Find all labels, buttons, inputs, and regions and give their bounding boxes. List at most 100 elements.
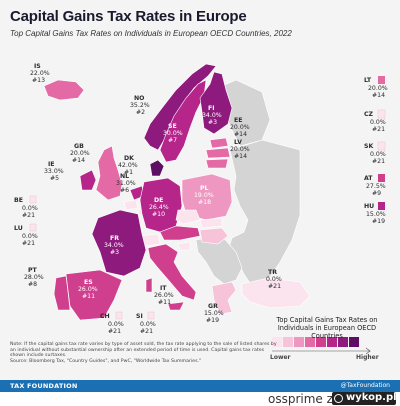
country-rate: 0.0% <box>266 276 282 283</box>
country-rate: 0.0% <box>22 233 38 240</box>
footer-bar: TAX FOUNDATION @TaxFoundation <box>0 380 400 392</box>
country-rank: #21 <box>372 126 385 133</box>
country-slovenia <box>177 241 191 251</box>
country-rank: #3 <box>208 119 217 126</box>
label-no: NO 35.2% #2 <box>130 95 150 116</box>
legend-swatch-4 <box>316 337 326 347</box>
country-code: DE <box>154 197 163 204</box>
country-code: TR <box>268 269 277 276</box>
country-code: FR <box>110 235 119 242</box>
legend-title: Top Capital Gains Tax Rates on Individua… <box>276 316 378 340</box>
swatch <box>377 109 386 119</box>
legend-swatch-0 <box>272 337 282 347</box>
country-rate: 0.0% <box>140 321 156 328</box>
country-italy <box>147 243 197 301</box>
callout-cz: CZ 0.0% #21 <box>364 109 386 133</box>
country-rate: 20.0% <box>368 85 388 92</box>
country-rate: 27.5% <box>366 183 386 190</box>
country-rate: 15.0% <box>366 211 386 218</box>
country-hungary <box>199 227 229 245</box>
label-fi: FI 34.0% #3 <box>202 105 222 126</box>
legend-swatch-5 <box>327 337 337 347</box>
country-code: PT <box>28 267 38 274</box>
country-code: LV <box>234 139 242 146</box>
swatch <box>147 311 155 320</box>
footer-org: TAX FOUNDATION <box>10 382 78 390</box>
legend-low-label: Lower <box>270 354 291 361</box>
country-rank: #21 <box>140 328 153 335</box>
country-code: SE <box>168 123 177 130</box>
country-rate: 34.0% <box>104 242 124 249</box>
country-rank: #21 <box>372 158 385 165</box>
label-de: DE 26.4% #10 <box>149 197 169 218</box>
europe-map: IS 22.0% #13 NO 35.2% #2 SE 30.0% #7 FI … <box>14 63 388 355</box>
country-code: SI <box>136 313 143 320</box>
label-tr: TR 0.0% #21 <box>266 269 282 290</box>
page-subtitle: Top Capital Gains Tax Rates on Individua… <box>10 29 292 38</box>
country-code: IT <box>160 285 167 292</box>
country-rank: #21 <box>22 212 35 219</box>
label-nl: NL 31.0% #6 <box>116 173 136 194</box>
legend-swatch-6 <box>338 337 348 347</box>
label-es: ES 26.0% #11 <box>78 279 98 300</box>
callout-at: AT 27.5% #9 <box>364 174 386 197</box>
country-code: GR <box>208 303 218 310</box>
country-turkey <box>241 277 311 309</box>
swatch <box>377 141 386 151</box>
legend-swatch-1 <box>283 337 293 347</box>
country-code: GB <box>74 143 84 150</box>
page-title: Capital Gains Tax Rates in Europe <box>10 8 247 25</box>
label-pl: PL 19.0% #18 <box>194 185 214 206</box>
country-denmark <box>149 159 165 177</box>
country-france <box>91 209 147 277</box>
country-rank: #14 <box>372 92 385 99</box>
country-rank: #19 <box>206 317 219 324</box>
country-ireland <box>79 169 97 191</box>
country-rate: 31.0% <box>116 180 136 187</box>
callout-ch: CH 0.0% #21 <box>100 311 124 335</box>
swatch <box>29 223 37 232</box>
footer-handle[interactable]: @TaxFoundation <box>340 382 390 389</box>
country-rank: #11 <box>82 293 95 300</box>
swatch <box>378 202 385 210</box>
country-united-kingdom <box>95 145 123 201</box>
country-rank: #21 <box>108 328 121 335</box>
country-code: LT <box>364 77 372 84</box>
country-rank: #19 <box>372 218 385 225</box>
country-rank: #14 <box>72 157 85 164</box>
country-rank: #1 <box>124 169 133 176</box>
country-czech-republic <box>175 209 201 225</box>
country-rate: 20.0% <box>230 146 250 153</box>
callout-lt: LT 20.0% #14 <box>364 76 388 99</box>
country-rank: #14 <box>234 153 247 160</box>
country-rank: #13 <box>32 77 45 84</box>
country-code: CZ <box>364 111 374 118</box>
country-rate: 33.0% <box>44 168 64 175</box>
source-text: Source: Bloomberg Tax, "Country Guides",… <box>10 358 202 364</box>
country-rate: 26.4% <box>149 204 169 211</box>
country-rank: #11 <box>158 299 171 306</box>
wykop-logo-icon <box>334 394 343 403</box>
wykop-badge[interactable]: wykop.pl <box>332 392 397 405</box>
country-rate: 0.0% <box>370 151 386 158</box>
country-rate: 30.0% <box>163 130 183 137</box>
watermark-site: wykop.pl <box>346 392 397 403</box>
country-code: IE <box>48 161 55 168</box>
country-rate: 19.0% <box>194 192 214 199</box>
legend-swatch-2 <box>294 337 304 347</box>
country-rate: 0.0% <box>22 205 38 212</box>
label-pt: PT 28.0% #8 <box>24 267 44 288</box>
country-code: NO <box>134 95 144 102</box>
legend-scale <box>272 337 371 355</box>
country-rank: #9 <box>372 190 381 197</box>
country-rate: 22.0% <box>30 70 50 77</box>
callout-be: BE 0.0% #21 <box>14 195 38 219</box>
legend-high-label: Higher <box>356 354 379 361</box>
country-code: CH <box>100 313 110 320</box>
country-code: AT <box>364 175 373 182</box>
country-rate: 34.0% <box>202 112 222 119</box>
watermark-bar: ossprime z wykop.pl <box>0 392 400 406</box>
region-balkans <box>195 235 243 285</box>
callout-si: SI 0.0% #21 <box>136 311 156 335</box>
